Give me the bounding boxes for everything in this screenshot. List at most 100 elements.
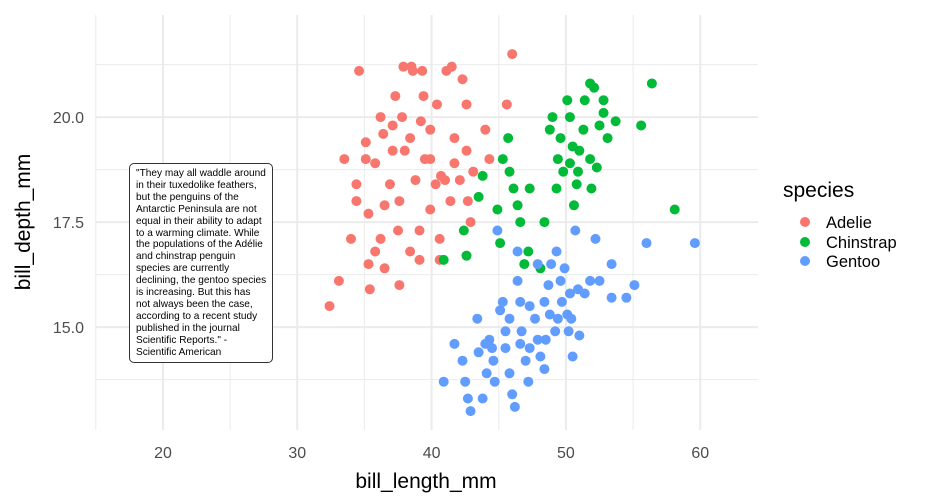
point-chinstrap xyxy=(524,183,535,194)
point-adelie xyxy=(339,154,350,165)
point-gentoo xyxy=(524,343,535,354)
point-chinstrap xyxy=(571,179,582,190)
point-gentoo xyxy=(509,401,520,412)
point-gentoo xyxy=(566,313,577,324)
point-adelie xyxy=(375,233,386,244)
point-adelie xyxy=(454,175,465,186)
point-adelie xyxy=(360,137,371,148)
point-chinstrap xyxy=(574,145,585,156)
point-chinstrap xyxy=(503,133,514,144)
point-chinstrap xyxy=(438,254,449,265)
point-chinstrap xyxy=(591,162,602,173)
point-gentoo xyxy=(579,288,590,299)
point-gentoo xyxy=(512,275,523,286)
point-chinstrap xyxy=(578,124,589,135)
point-adelie xyxy=(324,301,335,312)
point-gentoo xyxy=(507,389,518,400)
point-chinstrap xyxy=(508,183,519,194)
point-adelie xyxy=(405,133,416,144)
point-gentoo xyxy=(532,334,543,345)
point-adelie xyxy=(407,65,418,76)
point-chinstrap xyxy=(512,200,523,211)
point-adelie xyxy=(431,99,442,110)
point-adelie xyxy=(364,284,375,295)
point-gentoo xyxy=(520,355,531,366)
point-adelie xyxy=(418,91,429,102)
point-adelie xyxy=(379,200,390,211)
point-gentoo xyxy=(477,393,488,404)
point-gentoo xyxy=(556,296,567,307)
point-adelie xyxy=(449,158,460,169)
y-tick-label: 17.5 xyxy=(53,215,84,232)
point-gentoo xyxy=(563,326,574,337)
point-adelie xyxy=(351,179,362,190)
x-axis-title: bill_length_mm xyxy=(355,470,496,493)
point-chinstrap xyxy=(552,154,563,165)
point-adelie xyxy=(430,179,441,190)
point-chinstrap xyxy=(461,250,472,261)
point-gentoo xyxy=(552,313,563,324)
point-gentoo xyxy=(594,275,605,286)
point-gentoo xyxy=(500,326,511,337)
point-gentoo xyxy=(544,309,555,320)
legend: species Adelie Chinstrap Gentoo xyxy=(783,179,897,271)
data-points xyxy=(324,49,700,417)
x-tick-label: 30 xyxy=(288,445,306,462)
point-gentoo xyxy=(504,368,515,379)
point-adelie xyxy=(351,196,362,207)
point-gentoo xyxy=(472,313,483,324)
point-adelie xyxy=(363,208,374,219)
point-gentoo xyxy=(574,330,585,341)
point-chinstrap xyxy=(558,166,569,177)
point-gentoo xyxy=(488,355,499,366)
point-gentoo xyxy=(606,259,617,270)
point-adelie xyxy=(468,166,479,177)
point-gentoo xyxy=(585,275,596,286)
point-chinstrap xyxy=(477,170,488,181)
point-chinstrap xyxy=(564,112,575,123)
point-adelie xyxy=(480,124,491,135)
point-adelie xyxy=(445,196,456,207)
point-gentoo xyxy=(530,313,541,324)
point-gentoo xyxy=(523,376,534,387)
point-chinstrap xyxy=(586,183,597,194)
point-gentoo xyxy=(515,296,526,307)
legend-title: species xyxy=(783,179,854,202)
legend-label-gentoo: Gentoo xyxy=(826,253,880,271)
point-adelie xyxy=(461,99,472,110)
point-chinstrap xyxy=(610,116,621,127)
point-gentoo xyxy=(489,376,500,387)
point-adelie xyxy=(414,254,425,265)
point-adelie xyxy=(461,145,472,156)
point-gentoo xyxy=(449,338,460,349)
point-gentoo xyxy=(516,326,527,337)
point-gentoo xyxy=(606,292,617,303)
point-chinstrap xyxy=(551,183,562,194)
point-gentoo xyxy=(524,301,535,312)
point-gentoo xyxy=(492,225,503,236)
point-adelie xyxy=(419,154,430,165)
point-gentoo xyxy=(497,296,508,307)
y-axis: 15.0 17.5 20.0 bill_depth_mm xyxy=(12,110,84,337)
point-chinstrap xyxy=(669,204,680,215)
point-gentoo xyxy=(567,351,578,362)
point-gentoo xyxy=(535,351,546,362)
point-adelie xyxy=(462,196,473,207)
point-adelie xyxy=(410,175,421,186)
x-tick-label: 60 xyxy=(691,445,709,462)
point-gentoo xyxy=(480,338,491,349)
point-gentoo xyxy=(457,355,468,366)
y-tick-label: 20.0 xyxy=(53,110,84,127)
point-gentoo xyxy=(555,275,566,286)
point-chinstrap xyxy=(539,217,550,228)
point-adelie xyxy=(399,145,410,156)
point-gentoo xyxy=(504,313,515,324)
point-adelie xyxy=(370,158,381,169)
legend-label-adelie: Adelie xyxy=(826,214,872,232)
point-chinstrap xyxy=(598,95,609,106)
x-tick-label: 40 xyxy=(423,445,441,462)
point-adelie xyxy=(390,91,401,102)
x-tick-label: 20 xyxy=(154,445,172,462)
point-gentoo xyxy=(551,246,562,257)
point-gentoo xyxy=(465,406,476,417)
